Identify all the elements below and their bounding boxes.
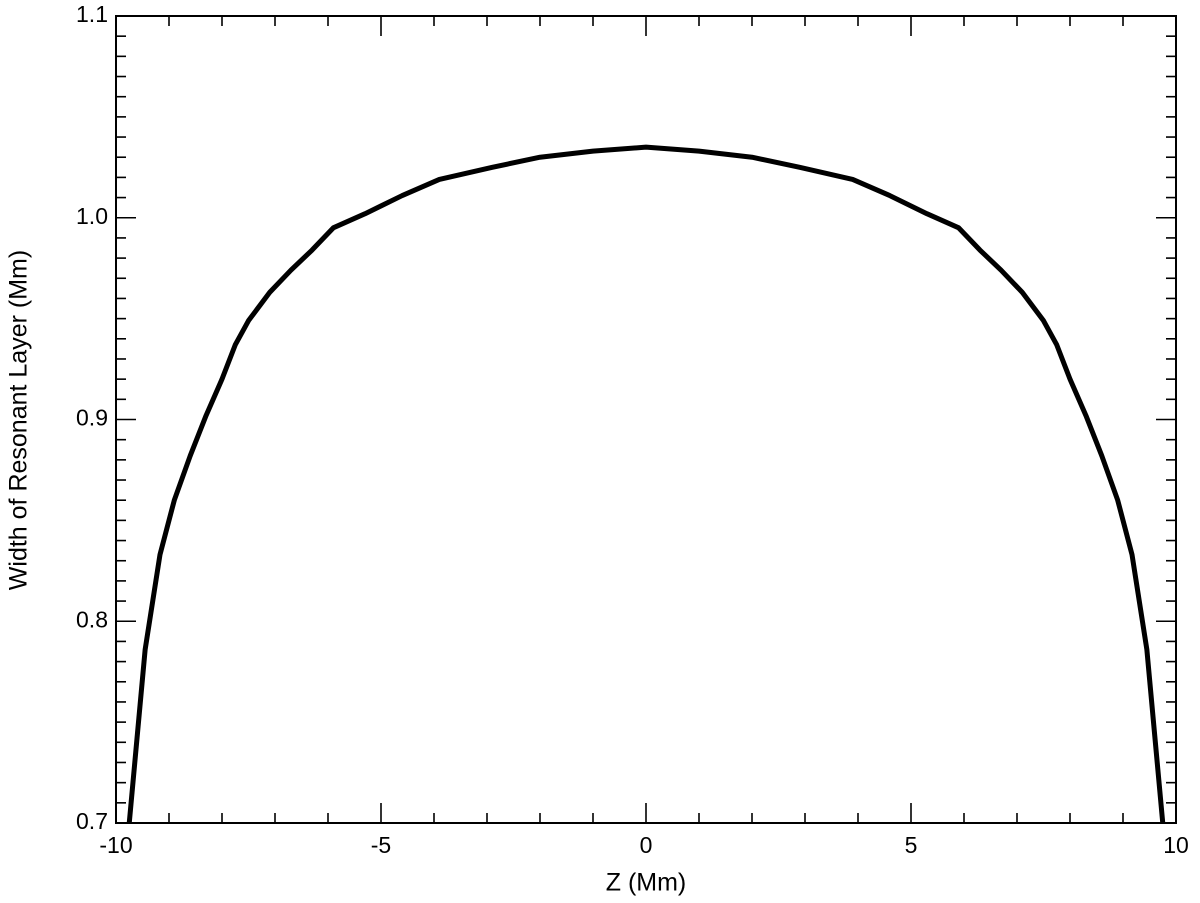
plot-frame bbox=[115, 15, 1177, 824]
x-tick-label: -5 bbox=[371, 832, 391, 858]
y-tick-label: 1.0 bbox=[76, 203, 108, 229]
y-tick-label: 0.9 bbox=[76, 405, 108, 431]
x-tick-label: 10 bbox=[1163, 832, 1189, 858]
x-tick-label: 0 bbox=[640, 832, 653, 858]
x-tick-label: -10 bbox=[99, 832, 132, 858]
y-tick-label: 0.8 bbox=[76, 606, 108, 632]
data-line bbox=[126, 144, 1166, 824]
y-axis-title: Width of Resonant Layer (Mm) bbox=[5, 250, 33, 590]
y-tick-label: 0.7 bbox=[76, 808, 108, 834]
x-axis-title: Z (Mm) bbox=[606, 869, 687, 897]
y-tick-label: 1.1 bbox=[76, 1, 108, 27]
x-tick-label: 5 bbox=[905, 832, 918, 858]
